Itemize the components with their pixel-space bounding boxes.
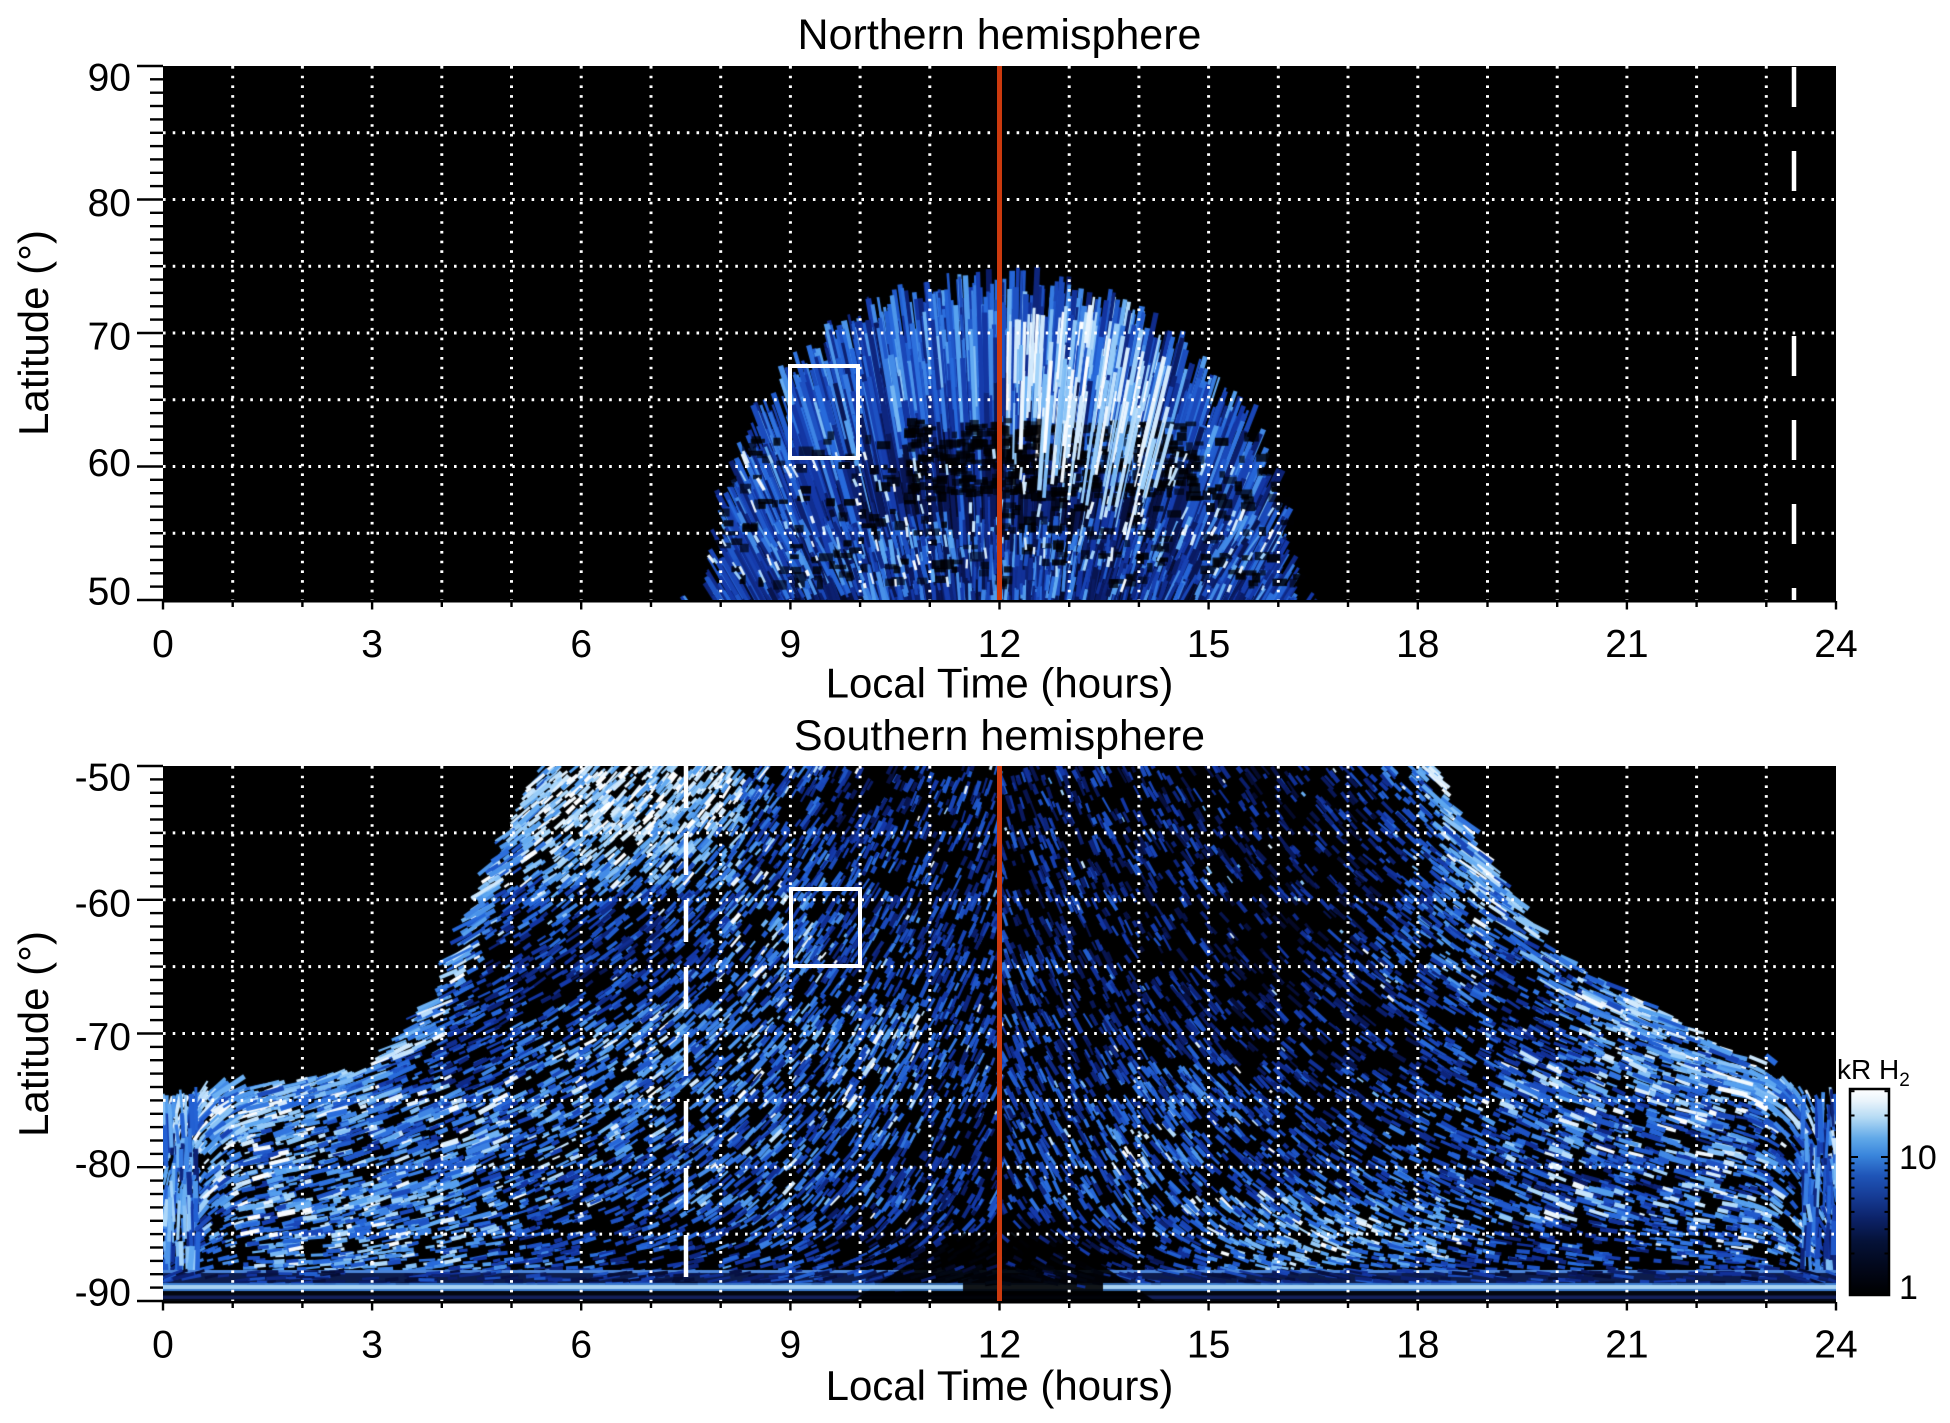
svg-text:9: 9 xyxy=(780,623,802,666)
svg-text:0: 0 xyxy=(152,1324,174,1367)
svg-text:kR H2: kR H2 xyxy=(1837,1054,1910,1091)
svg-text:24: 24 xyxy=(1814,623,1857,666)
svg-text:1: 1 xyxy=(1899,1269,1918,1307)
svg-text:Latitude (°): Latitude (°) xyxy=(10,931,57,1137)
svg-text:Latitude (°): Latitude (°) xyxy=(10,230,57,436)
svg-text:3: 3 xyxy=(361,623,383,666)
svg-text:-60: -60 xyxy=(75,883,131,926)
svg-text:10: 10 xyxy=(1899,1139,1937,1177)
svg-text:12: 12 xyxy=(978,623,1021,666)
svg-text:15: 15 xyxy=(1187,623,1230,666)
svg-text:24: 24 xyxy=(1814,1324,1857,1367)
svg-text:Local Time (hours): Local Time (hours) xyxy=(826,1362,1174,1409)
svg-text:-90: -90 xyxy=(75,1272,131,1315)
svg-text:18: 18 xyxy=(1396,1324,1439,1367)
svg-text:21: 21 xyxy=(1605,1324,1648,1367)
svg-text:-80: -80 xyxy=(75,1143,131,1186)
svg-text:3: 3 xyxy=(361,1324,383,1367)
svg-text:9: 9 xyxy=(780,1324,802,1367)
svg-text:80: 80 xyxy=(88,182,131,225)
svg-text:70: 70 xyxy=(88,316,131,359)
svg-text:-70: -70 xyxy=(75,1016,131,1059)
svg-text:15: 15 xyxy=(1187,1324,1230,1367)
svg-text:Southern hemisphere: Southern hemisphere xyxy=(794,712,1205,760)
svg-text:18: 18 xyxy=(1396,623,1439,666)
svg-text:6: 6 xyxy=(570,623,592,666)
svg-text:90: 90 xyxy=(88,57,131,100)
svg-text:-50: -50 xyxy=(75,757,131,800)
svg-text:12: 12 xyxy=(978,1324,1021,1367)
svg-text:50: 50 xyxy=(88,571,131,614)
svg-text:21: 21 xyxy=(1605,623,1648,666)
svg-text:Local Time (hours): Local Time (hours) xyxy=(826,660,1174,707)
svg-text:0: 0 xyxy=(152,623,174,666)
svg-text:Northern hemisphere: Northern hemisphere xyxy=(798,11,1202,59)
svg-text:6: 6 xyxy=(570,1324,592,1367)
svg-text:60: 60 xyxy=(88,442,131,485)
